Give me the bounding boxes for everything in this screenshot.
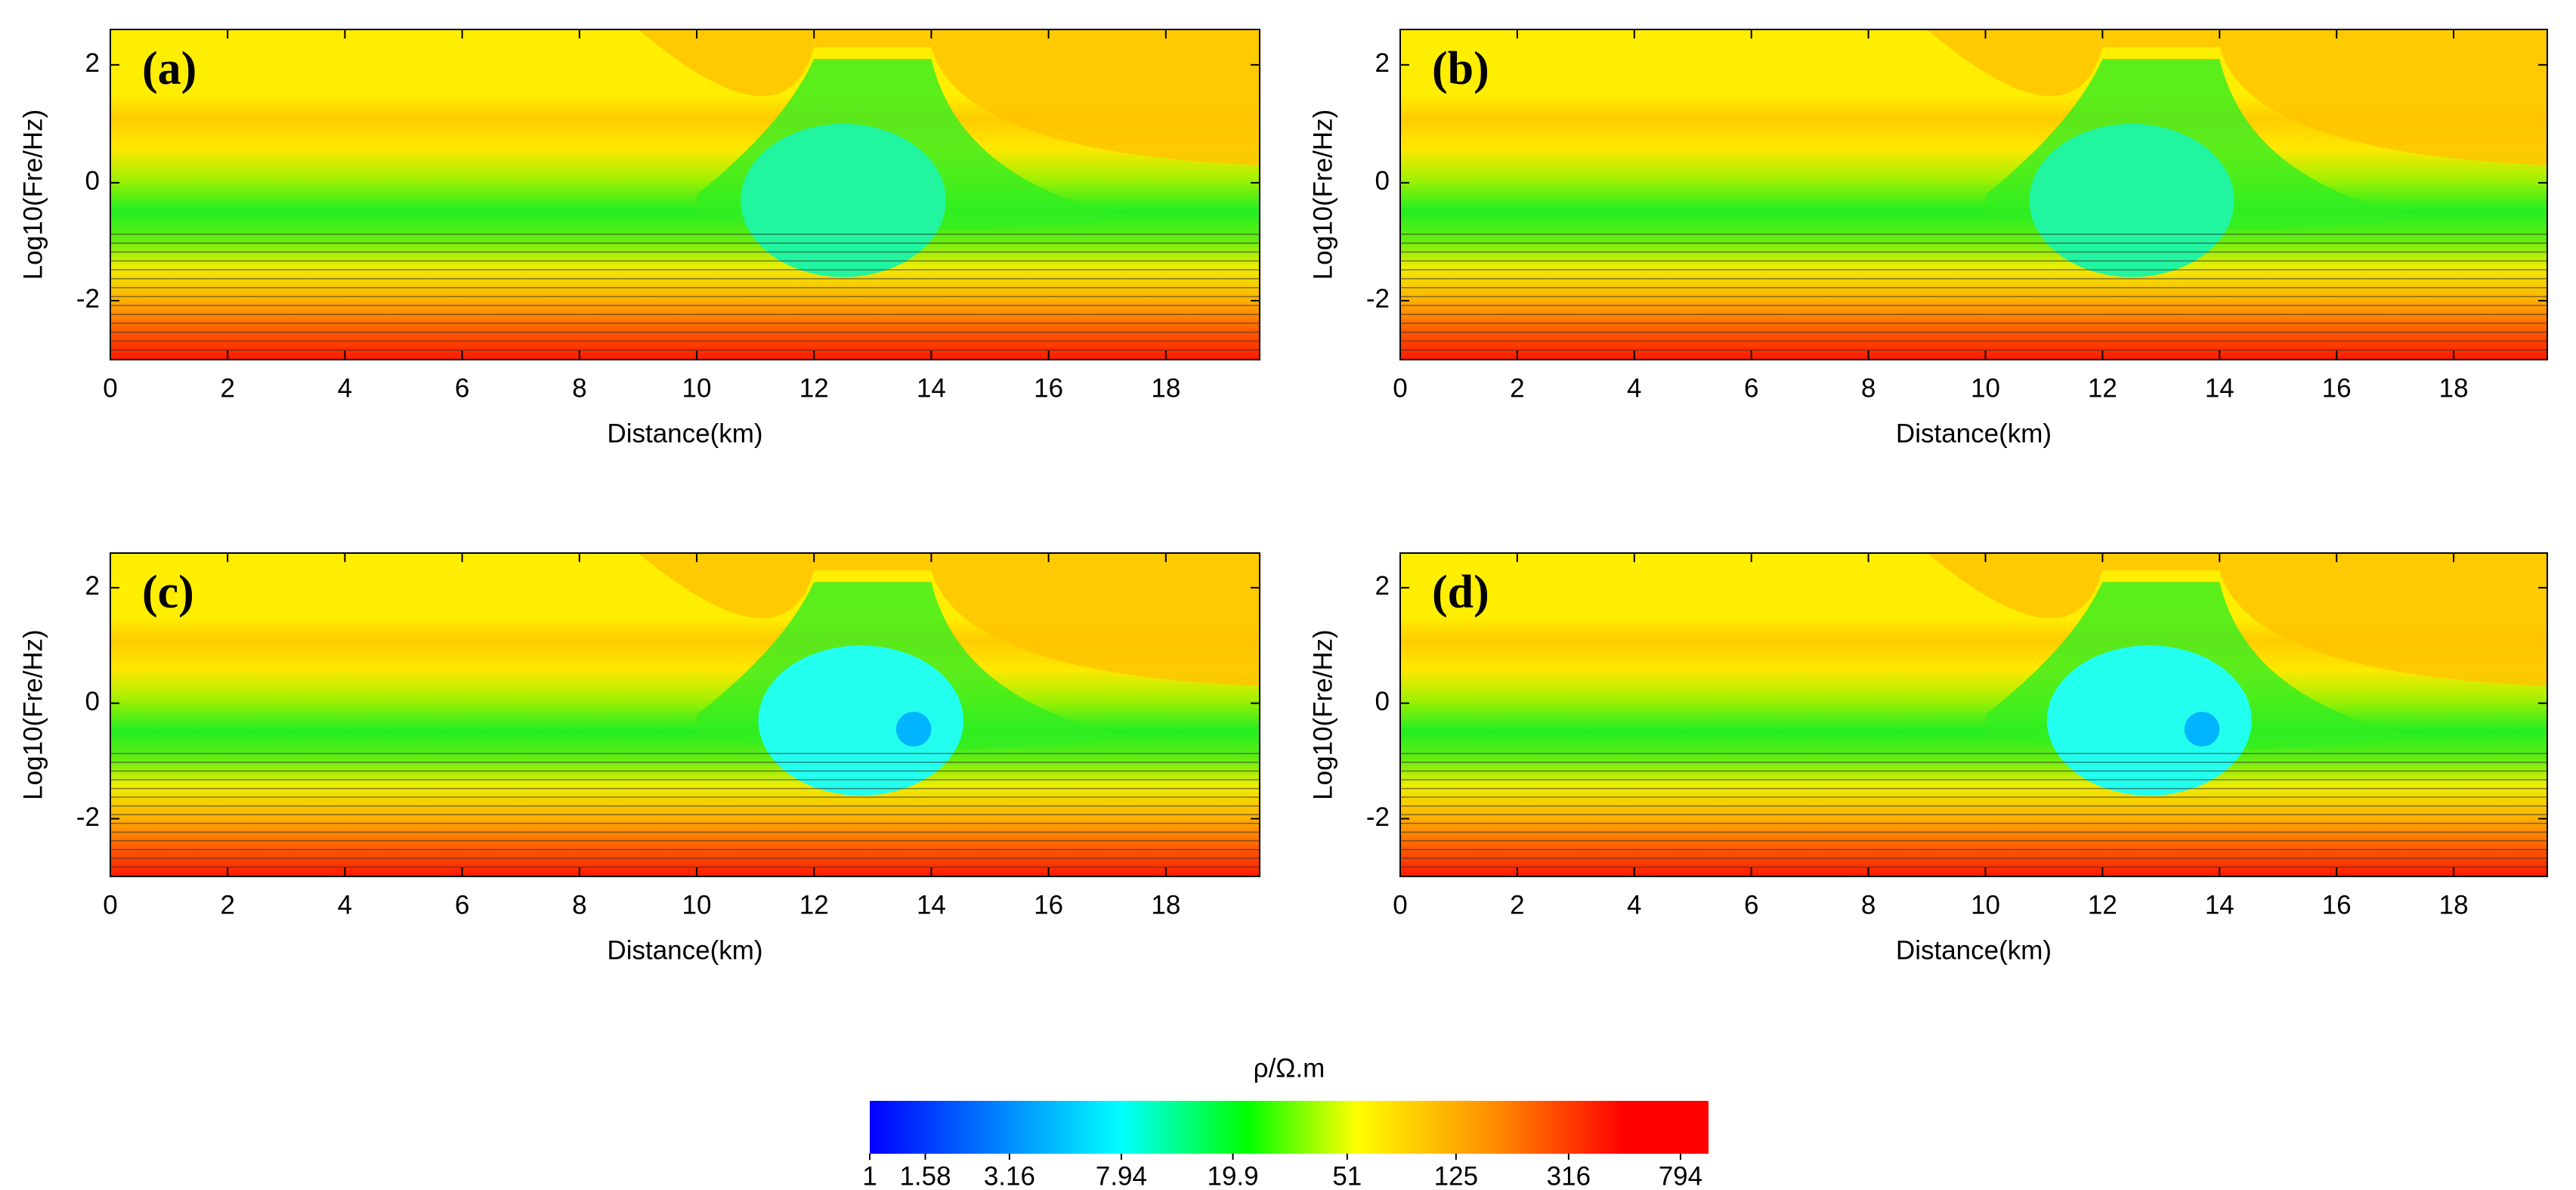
dome xyxy=(638,29,1260,165)
plot-frame xyxy=(110,552,1260,877)
x-tick-label: 12 xyxy=(2088,373,2117,403)
x-tick-label: 10 xyxy=(1971,373,2000,403)
colorbar-tick-label: 1.58 xyxy=(899,1161,951,1190)
x-tick-label: 12 xyxy=(2088,890,2117,920)
y-tick-label: 0 xyxy=(85,687,100,716)
x-tick-label: 14 xyxy=(2205,890,2234,920)
low-core-inner xyxy=(2184,712,2220,747)
x-tick-label: 18 xyxy=(2439,890,2469,920)
x-tick-label: 4 xyxy=(1627,373,1641,403)
y-axis-label: Log10(Fre/Hz) xyxy=(18,629,48,800)
y-tick-label: 2 xyxy=(1375,571,1390,601)
x-tick-label: 8 xyxy=(572,373,586,403)
x-tick-label: 14 xyxy=(917,373,946,403)
x-tick-label: 0 xyxy=(103,373,117,403)
low-core xyxy=(741,123,946,277)
x-tick-label: 2 xyxy=(220,373,234,403)
x-tick-label: 10 xyxy=(1971,890,2000,920)
panel-label: (a) xyxy=(142,43,196,94)
x-axis-label: Distance(km) xyxy=(607,419,762,448)
x-tick-label: 0 xyxy=(1393,373,1407,403)
x-tick-label: 6 xyxy=(1744,890,1758,920)
y-tick-label: -2 xyxy=(1366,802,1390,832)
colorbar-tick-label: 7.94 xyxy=(1096,1161,1147,1190)
x-tick-label: 4 xyxy=(1627,890,1641,920)
y-axis-label: Log10(Fre/Hz) xyxy=(18,110,48,280)
plot-frame xyxy=(1399,29,2548,360)
x-axis-label: Distance(km) xyxy=(607,935,762,965)
x-tick-label: 18 xyxy=(1151,373,1180,403)
x-tick-label: 6 xyxy=(455,373,469,403)
x-tick-label: 8 xyxy=(572,890,586,920)
x-tick-label: 2 xyxy=(220,890,234,920)
colorbar-tick-label: 19.9 xyxy=(1208,1161,1259,1190)
x-tick-label: 2 xyxy=(1510,373,1524,403)
colorbar-tick-label: 316 xyxy=(1547,1161,1591,1190)
x-tick-label: 18 xyxy=(1151,890,1180,920)
x-tick-label: 14 xyxy=(2205,373,2234,403)
y-tick-label: 2 xyxy=(85,571,100,601)
y-tick-label: -2 xyxy=(76,802,100,832)
low-core xyxy=(2046,645,2252,796)
colorbar-tick-label: 794 xyxy=(1659,1161,1702,1190)
x-tick-label: 12 xyxy=(799,373,829,403)
y-tick-label: 0 xyxy=(85,166,100,196)
panel-label: (b) xyxy=(1432,43,1489,94)
colorbar xyxy=(870,1101,1709,1154)
x-tick-label: 2 xyxy=(1510,890,1524,920)
plot-frame xyxy=(110,29,1260,360)
dome xyxy=(638,553,1260,686)
y-tick-label: 2 xyxy=(1375,48,1390,78)
y-tick-label: -2 xyxy=(1366,284,1390,314)
colorbar-tick-label: 1 xyxy=(862,1161,877,1190)
contour-field xyxy=(110,29,1260,360)
x-axis-label: Distance(km) xyxy=(1896,419,2052,448)
y-tick-label: 2 xyxy=(85,48,100,78)
y-tick-label: 0 xyxy=(1375,687,1390,716)
low-core xyxy=(758,645,964,796)
x-tick-label: 4 xyxy=(338,890,352,920)
x-tick-label: 16 xyxy=(2322,373,2352,403)
x-tick-label: 18 xyxy=(2439,373,2469,403)
x-tick-label: 16 xyxy=(1034,890,1063,920)
x-tick-label: 0 xyxy=(103,890,117,920)
contour-field xyxy=(1400,29,2547,360)
dome xyxy=(1927,553,2547,686)
dome xyxy=(1927,29,2547,165)
colorbar-label: ρ/Ω.m xyxy=(1254,1053,1325,1083)
x-tick-label: 8 xyxy=(1861,373,1876,403)
colorbar-tick-label: 3.16 xyxy=(984,1161,1035,1190)
x-tick-label: 16 xyxy=(2322,890,2352,920)
y-tick-label: 0 xyxy=(1375,166,1390,196)
panel-label: (c) xyxy=(142,567,194,618)
colorbar-tick-label: 51 xyxy=(1332,1161,1362,1190)
x-tick-label: 14 xyxy=(917,890,946,920)
low-core xyxy=(2029,123,2234,277)
low-core-inner xyxy=(895,712,932,747)
panel-label: (d) xyxy=(1432,567,1489,618)
y-tick-label: -2 xyxy=(76,284,100,314)
x-tick-label: 0 xyxy=(1393,890,1407,920)
y-axis-label: Log10(Fre/Hz) xyxy=(1308,629,1337,800)
colorbar-tick-label: 125 xyxy=(1434,1161,1478,1190)
x-tick-label: 10 xyxy=(682,890,712,920)
x-tick-label: 6 xyxy=(1744,373,1758,403)
x-tick-label: 10 xyxy=(682,373,712,403)
x-tick-label: 12 xyxy=(799,890,829,920)
x-tick-label: 6 xyxy=(455,890,469,920)
plot-frame xyxy=(1399,552,2548,877)
x-tick-label: 8 xyxy=(1861,890,1876,920)
x-tick-label: 4 xyxy=(338,373,352,403)
x-tick-label: 16 xyxy=(1034,373,1063,403)
y-axis-label: Log10(Fre/Hz) xyxy=(1308,110,1337,280)
x-axis-label: Distance(km) xyxy=(1896,935,2052,965)
contour-field xyxy=(110,553,1260,876)
contour-field xyxy=(1400,553,2547,876)
